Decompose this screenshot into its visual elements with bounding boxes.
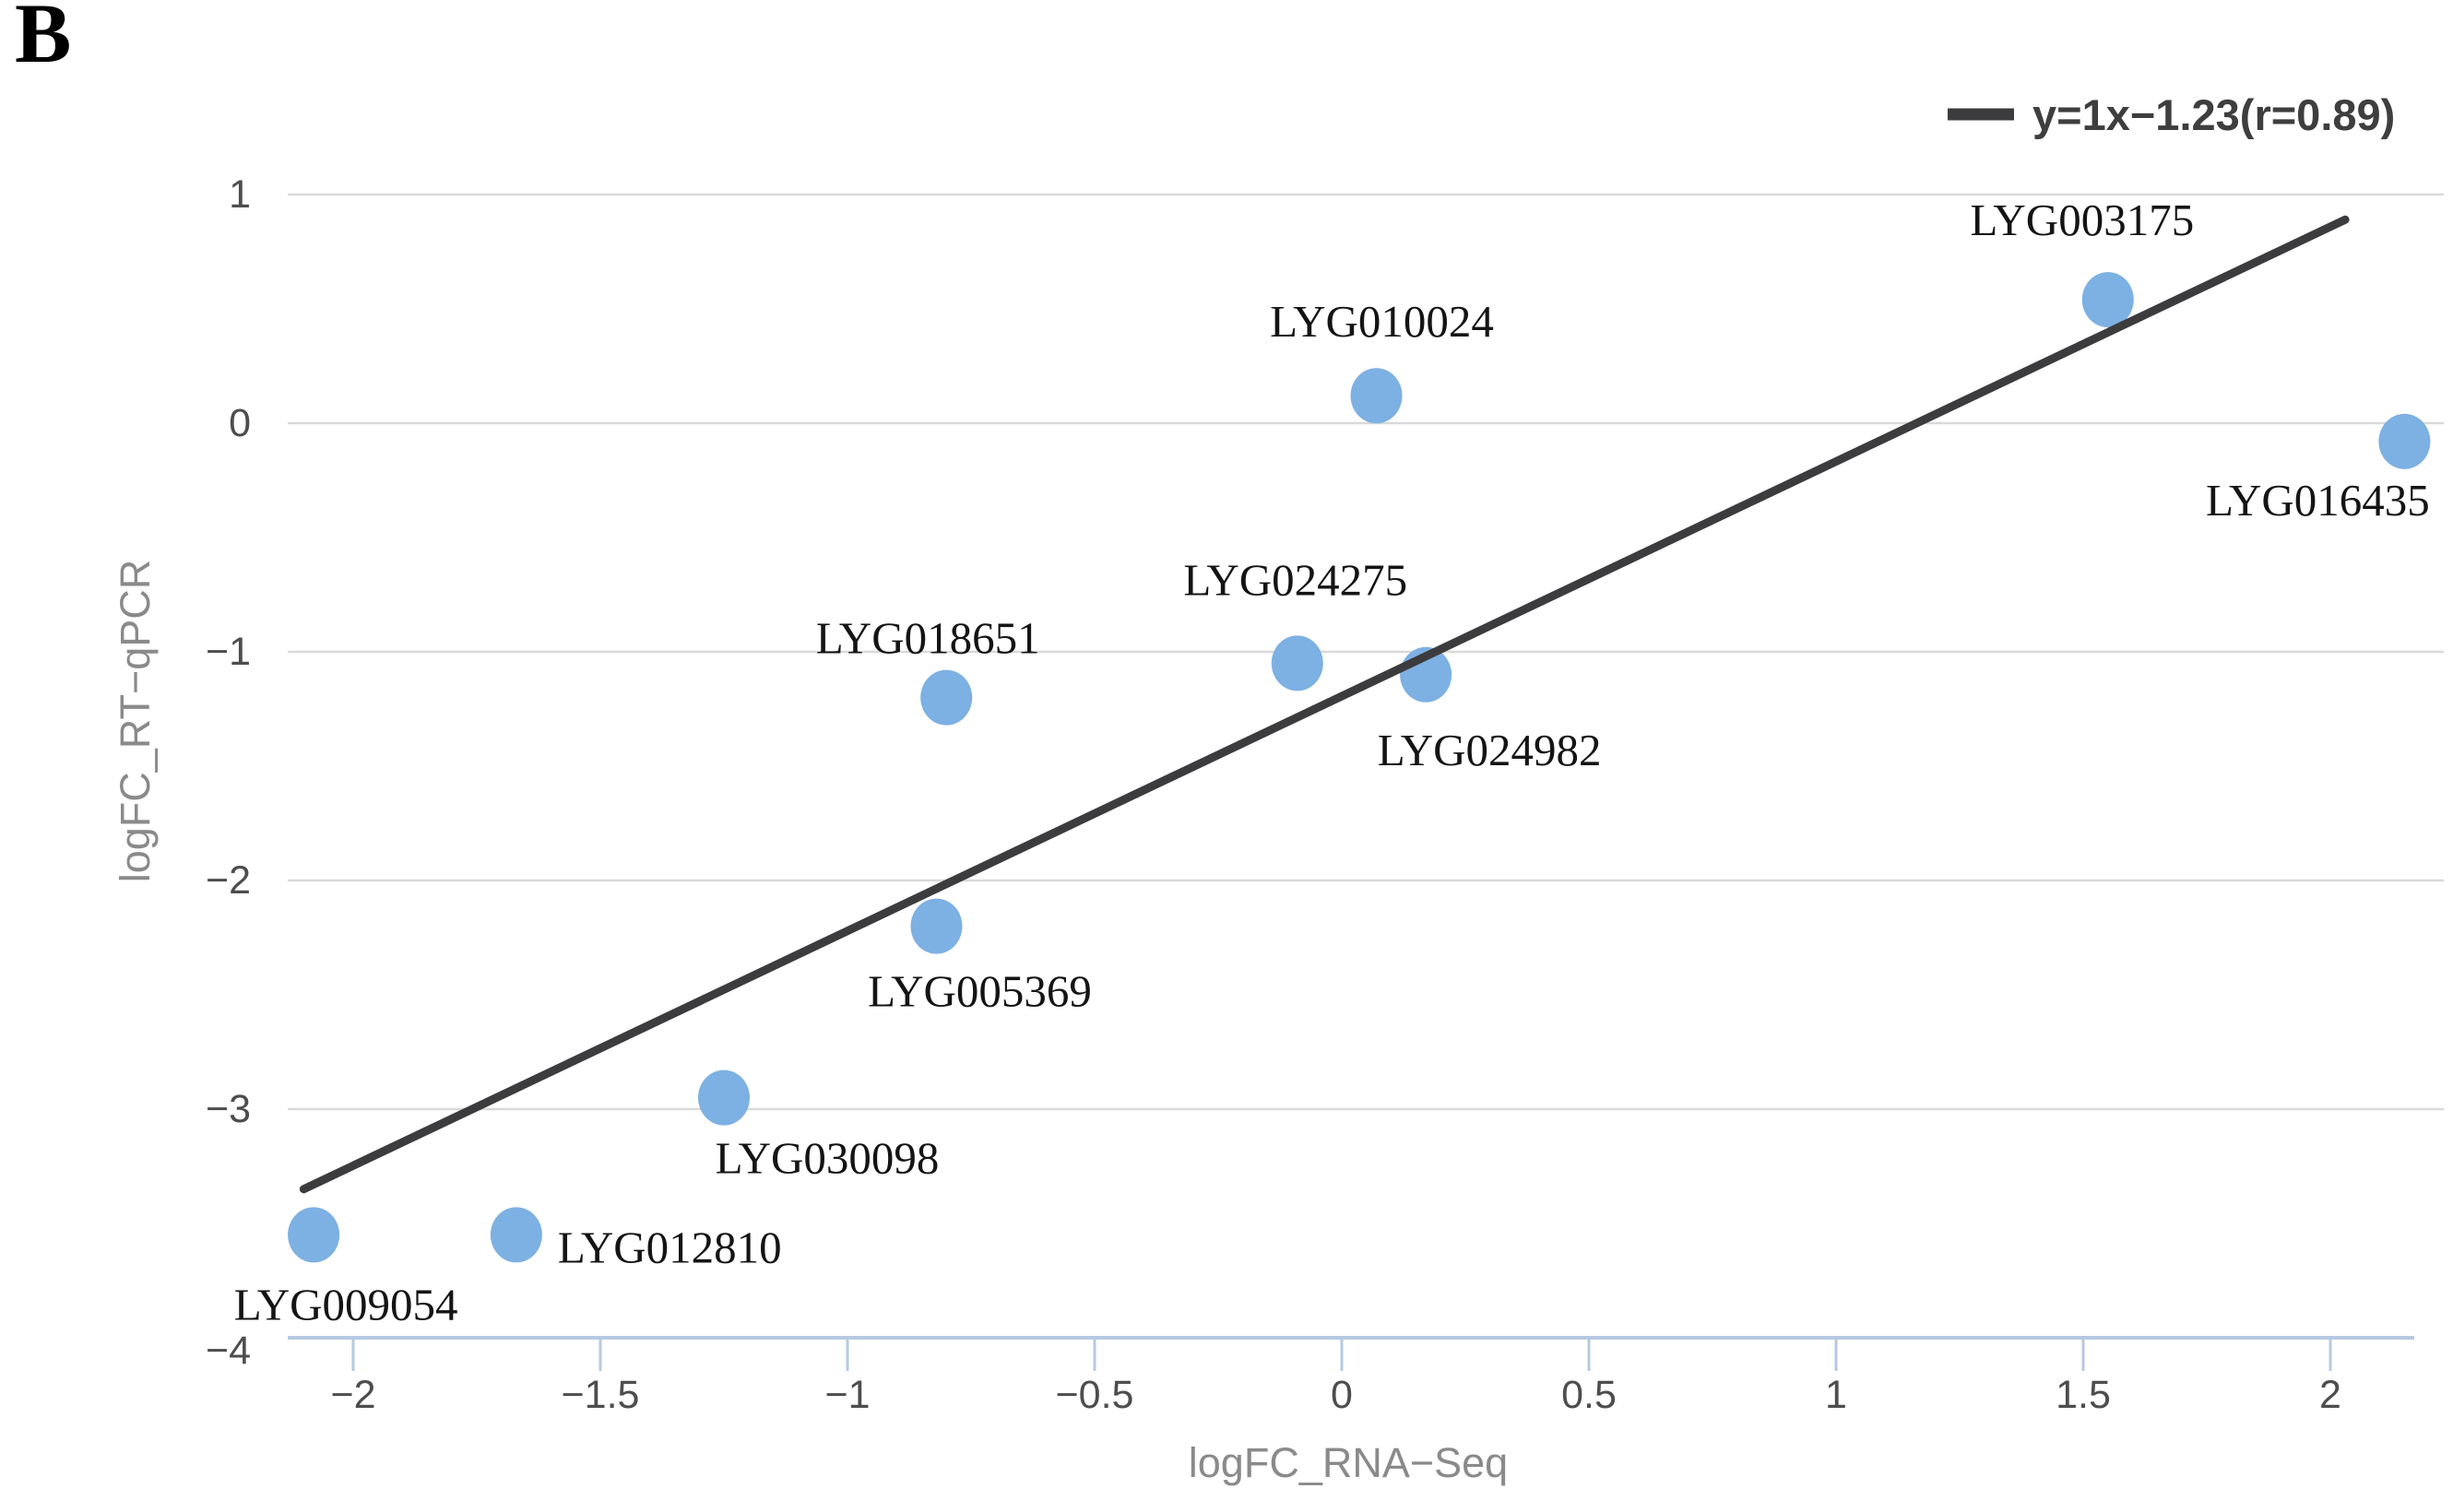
data-point-label: LYG016435 <box>2206 475 2430 526</box>
y-tick-label: −3 <box>206 1087 251 1131</box>
data-point <box>490 1207 542 1263</box>
legend-label: y=1x−1.23(r=0.89) <box>2032 90 2395 139</box>
data-point-label: LYG024275 <box>1183 554 1407 605</box>
y-tick-label: −1 <box>206 630 251 674</box>
point-labels-group: LYG009054 LYG012810 LYG030098 LYG005369 LYG0… <box>234 195 2430 1329</box>
data-point-label: LYG010024 <box>1270 296 1494 347</box>
data-point <box>1350 368 1403 424</box>
data-point <box>1271 635 1323 691</box>
data-point <box>288 1207 340 1263</box>
trend-line <box>299 215 2350 1194</box>
data-point <box>2378 413 2431 469</box>
y-tick-label: −4 <box>206 1329 251 1373</box>
data-point-label: LYG005369 <box>868 966 1092 1017</box>
x-axis-group: −2 −1.5 −1 −0.5 0 0.5 1 1.5 2 <box>288 1336 2414 1417</box>
data-point-label: LYG012810 <box>558 1222 782 1272</box>
gridlines-group: 1 0 −1 −2 −3 −4 <box>206 172 2444 1373</box>
data-point <box>698 1069 750 1126</box>
x-tick-label: −1.5 <box>562 1373 640 1417</box>
x-axis-title: logFC_RNA−Seq <box>1189 1439 1508 1486</box>
data-point-label: LYG003175 <box>1970 195 2194 245</box>
x-tick-label: 1 <box>1825 1373 1847 1417</box>
y-tick-label: −2 <box>206 858 251 903</box>
y-axis-title: logFC_RT−qPCR <box>112 560 159 883</box>
panel-label: B <box>15 0 72 80</box>
trend-line-group <box>299 215 2350 1194</box>
data-point <box>920 669 973 726</box>
x-tick-label: −2 <box>330 1373 375 1417</box>
y-tick-label: 1 <box>229 172 251 217</box>
data-point <box>2081 272 2134 328</box>
y-tick-label: 0 <box>229 401 251 445</box>
x-tick-label: −0.5 <box>1056 1373 1134 1417</box>
x-tick-label: 2 <box>2319 1373 2341 1417</box>
data-point-label: LYG030098 <box>716 1133 940 1184</box>
data-point <box>910 898 963 954</box>
data-point-label: LYG024982 <box>1378 725 1602 775</box>
data-points-group <box>288 272 2431 1263</box>
data-point-label: LYG018651 <box>816 613 1040 664</box>
x-tick-label: −1 <box>824 1373 870 1417</box>
legend: y=1x−1.23(r=0.89) <box>1948 90 2395 139</box>
x-tick-label: 0.5 <box>1561 1373 1617 1417</box>
data-point-label: LYG009054 <box>234 1279 458 1329</box>
x-tick-label: 0 <box>1331 1373 1353 1417</box>
x-tick-label: 1.5 <box>2056 1373 2111 1417</box>
